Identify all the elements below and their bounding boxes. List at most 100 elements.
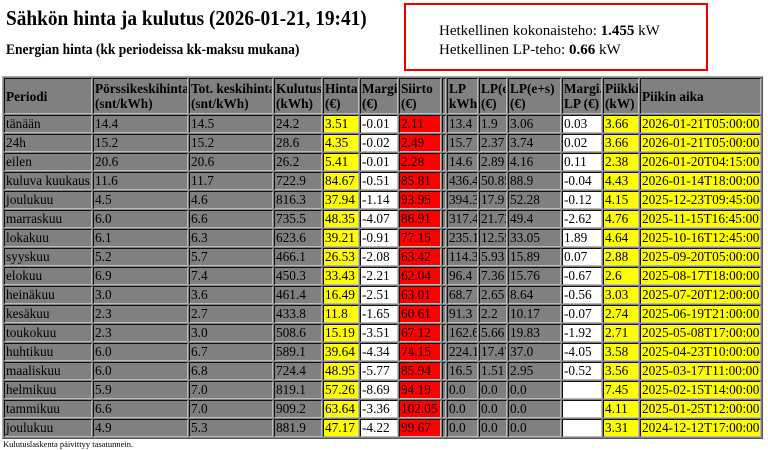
cell-siirto: 2.49: [399, 134, 441, 152]
cell-piikki: 2.74: [603, 305, 639, 323]
column-header-text: Margi.: [564, 81, 602, 96]
cell-lp-e: 2.2: [479, 305, 507, 323]
table-row: eilen 20.6 20.6 26.2 5.41 -0.01 2.28 14.6 2.89 4.…: [4, 153, 761, 171]
cell-separator: [442, 191, 446, 209]
cell-margi: -5.77: [360, 362, 398, 380]
cell-siirto: 67.12: [399, 324, 441, 342]
cell-lp-e-s: 3.06: [508, 115, 561, 133]
cell-piikin-aika: 2026-01-20T04:15:00: [640, 153, 761, 171]
cell-siirto: 60.61: [399, 305, 441, 323]
cell-margi-lp: 0.11: [562, 153, 602, 171]
cell-lp-e: 21.73: [479, 210, 507, 228]
column-header-text: Pörssikeskihinta: [95, 81, 188, 96]
cell-piikin-aika: 2025-11-15T16:45:00: [640, 210, 761, 228]
cell-periodi: tänään: [4, 115, 92, 133]
cell-porssikeskihinta: 6.6: [93, 400, 188, 418]
cell-periodi: huhtikuu: [4, 343, 92, 361]
cell-piikki: 4.11: [603, 400, 639, 418]
cell-piikki: 4.64: [603, 229, 639, 247]
lp-power-line: Hetkellinen LP-teho: 0.66 kW: [439, 41, 706, 60]
cell-tot-keskihinta: 5.7: [189, 248, 273, 266]
cell-tot-keskihinta: 5.3: [189, 419, 273, 437]
cell-siirto: 85.94: [399, 362, 441, 380]
cell-piikki: 2.71: [603, 324, 639, 342]
cell-margi: -2.21: [360, 267, 398, 285]
cell-piikki: 4.43: [603, 172, 639, 190]
cell-siirto: 85.81: [399, 172, 441, 190]
cell-lp-e-s: 19.83: [508, 324, 561, 342]
column-header-text: (€): [362, 96, 378, 111]
cell-porssikeskihinta: 6.1: [93, 229, 188, 247]
cell-hinta: 3.51: [323, 115, 359, 133]
cell-margi-lp: -1.92: [562, 324, 602, 342]
cell-porssikeskihinta: 4.9: [93, 419, 188, 437]
cell-kulutus: 816.3: [274, 191, 322, 209]
cell-kulutus: 589.1: [274, 343, 322, 361]
cell-kulutus: 819.1: [274, 381, 322, 399]
cell-piikin-aika: 2025-01-25T12:00:00: [640, 400, 761, 418]
cell-lp-e-s: 37.0: [508, 343, 561, 361]
cell-margi-lp: 1.89: [562, 229, 602, 247]
cell-porssikeskihinta: 2.3: [93, 305, 188, 323]
cell-kulutus: 909.2: [274, 400, 322, 418]
column-header-text: Kulutus: [276, 81, 322, 96]
cell-periodi: maaliskuu: [4, 362, 92, 380]
cell-siirto: 62.04: [399, 267, 441, 285]
cell-margi-lp: -0.56: [562, 286, 602, 304]
column-header-piikin-aika: Piikin aika: [640, 78, 761, 114]
column-header-lp-e: LP(e)(€): [479, 78, 507, 114]
cell-periodi: heinäkuu: [4, 286, 92, 304]
cell-margi-lp: -0.67: [562, 267, 602, 285]
cell-lp-e: 2.65: [479, 286, 507, 304]
cell-separator: [442, 210, 446, 228]
cell-porssikeskihinta: 5.9: [93, 381, 188, 399]
cell-margi-lp: -4.05: [562, 343, 602, 361]
cell-porssikeskihinta: 3.0: [93, 286, 188, 304]
table-row: huhtikuu 6.0 6.7 589.1 39.64 -4.34 74.15 224.1 1…: [4, 343, 761, 361]
cell-margi: -4.34: [360, 343, 398, 361]
column-header-siirto: Siirto (€): [399, 78, 441, 114]
cell-lp-kwh: 96.4: [447, 267, 478, 285]
cell-tot-keskihinta: 7.0: [189, 381, 273, 399]
cell-piikki: 3.56: [603, 362, 639, 380]
cell-lp-e-s: 0.0: [508, 381, 561, 399]
cell-margi-lp: 0.02: [562, 134, 602, 152]
cell-hinta: 33.43: [323, 267, 359, 285]
column-header-separator: [442, 78, 446, 114]
cell-periodi: elokuu: [4, 267, 92, 285]
cell-margi: -1.14: [360, 191, 398, 209]
cell-piikin-aika: 2025-06-19T21:00:00: [640, 305, 761, 323]
column-header-text: Margi.: [362, 81, 398, 96]
cell-piikki: 3.03: [603, 286, 639, 304]
cell-kulutus: 466.1: [274, 248, 322, 266]
cell-lp-e-s: 52.28: [508, 191, 561, 209]
table-row: elokuu 6.9 7.4 450.3 33.43 -2.21 62.04 96.4 7.36…: [4, 267, 761, 285]
cell-tot-keskihinta: 3.6: [189, 286, 273, 304]
cell-kulutus: 623.6: [274, 229, 322, 247]
cell-tot-keskihinta: 7.0: [189, 400, 273, 418]
lp-power-value: 0.66: [568, 42, 596, 58]
cell-lp-kwh: 15.7: [447, 134, 478, 152]
table-row: 24h 15.2 15.2 28.6 4.35 -0.02 2.49 15.7 2.37 3.74…: [4, 134, 761, 152]
cell-piikki: 4.76: [603, 210, 639, 228]
cell-lp-kwh: 224.1: [447, 343, 478, 361]
cell-hinta: 63.64: [323, 400, 359, 418]
lp-power-label: Hetkellinen LP-teho:: [439, 42, 566, 58]
column-header-periodi: Periodi: [4, 78, 92, 114]
cell-separator: [442, 229, 446, 247]
cell-lp-kwh: 13.4: [447, 115, 478, 133]
cell-lp-kwh: 0.0: [447, 400, 478, 418]
cell-margi-lp: -0.07: [562, 305, 602, 323]
cell-piikki: 2.6: [603, 267, 639, 285]
cell-hinta: 57.26: [323, 381, 359, 399]
cell-margi-lp: -0.12: [562, 191, 602, 209]
cell-lp-e-s: 0.0: [508, 419, 561, 437]
cell-periodi: syyskuu: [4, 248, 92, 266]
cell-margi-lp: [562, 400, 602, 418]
table-row: joulukuu 4.5 4.6 816.3 37.94 -1.14 93.95 394.3 1…: [4, 191, 761, 209]
total-power-label: Hetkellinen kokonaisteho:: [439, 23, 597, 39]
column-header-piikki: Piikki (kW): [603, 78, 639, 114]
table-row: toukokuu 2.3 3.0 508.6 15.19 -3.51 67.12 162.6 5…: [4, 324, 761, 342]
cell-margi: -0.01: [360, 115, 398, 133]
table-body: tänään 14.4 14.5 24.2 3.51 -0.01 2.11 13.4 1.9 3.…: [4, 115, 761, 437]
